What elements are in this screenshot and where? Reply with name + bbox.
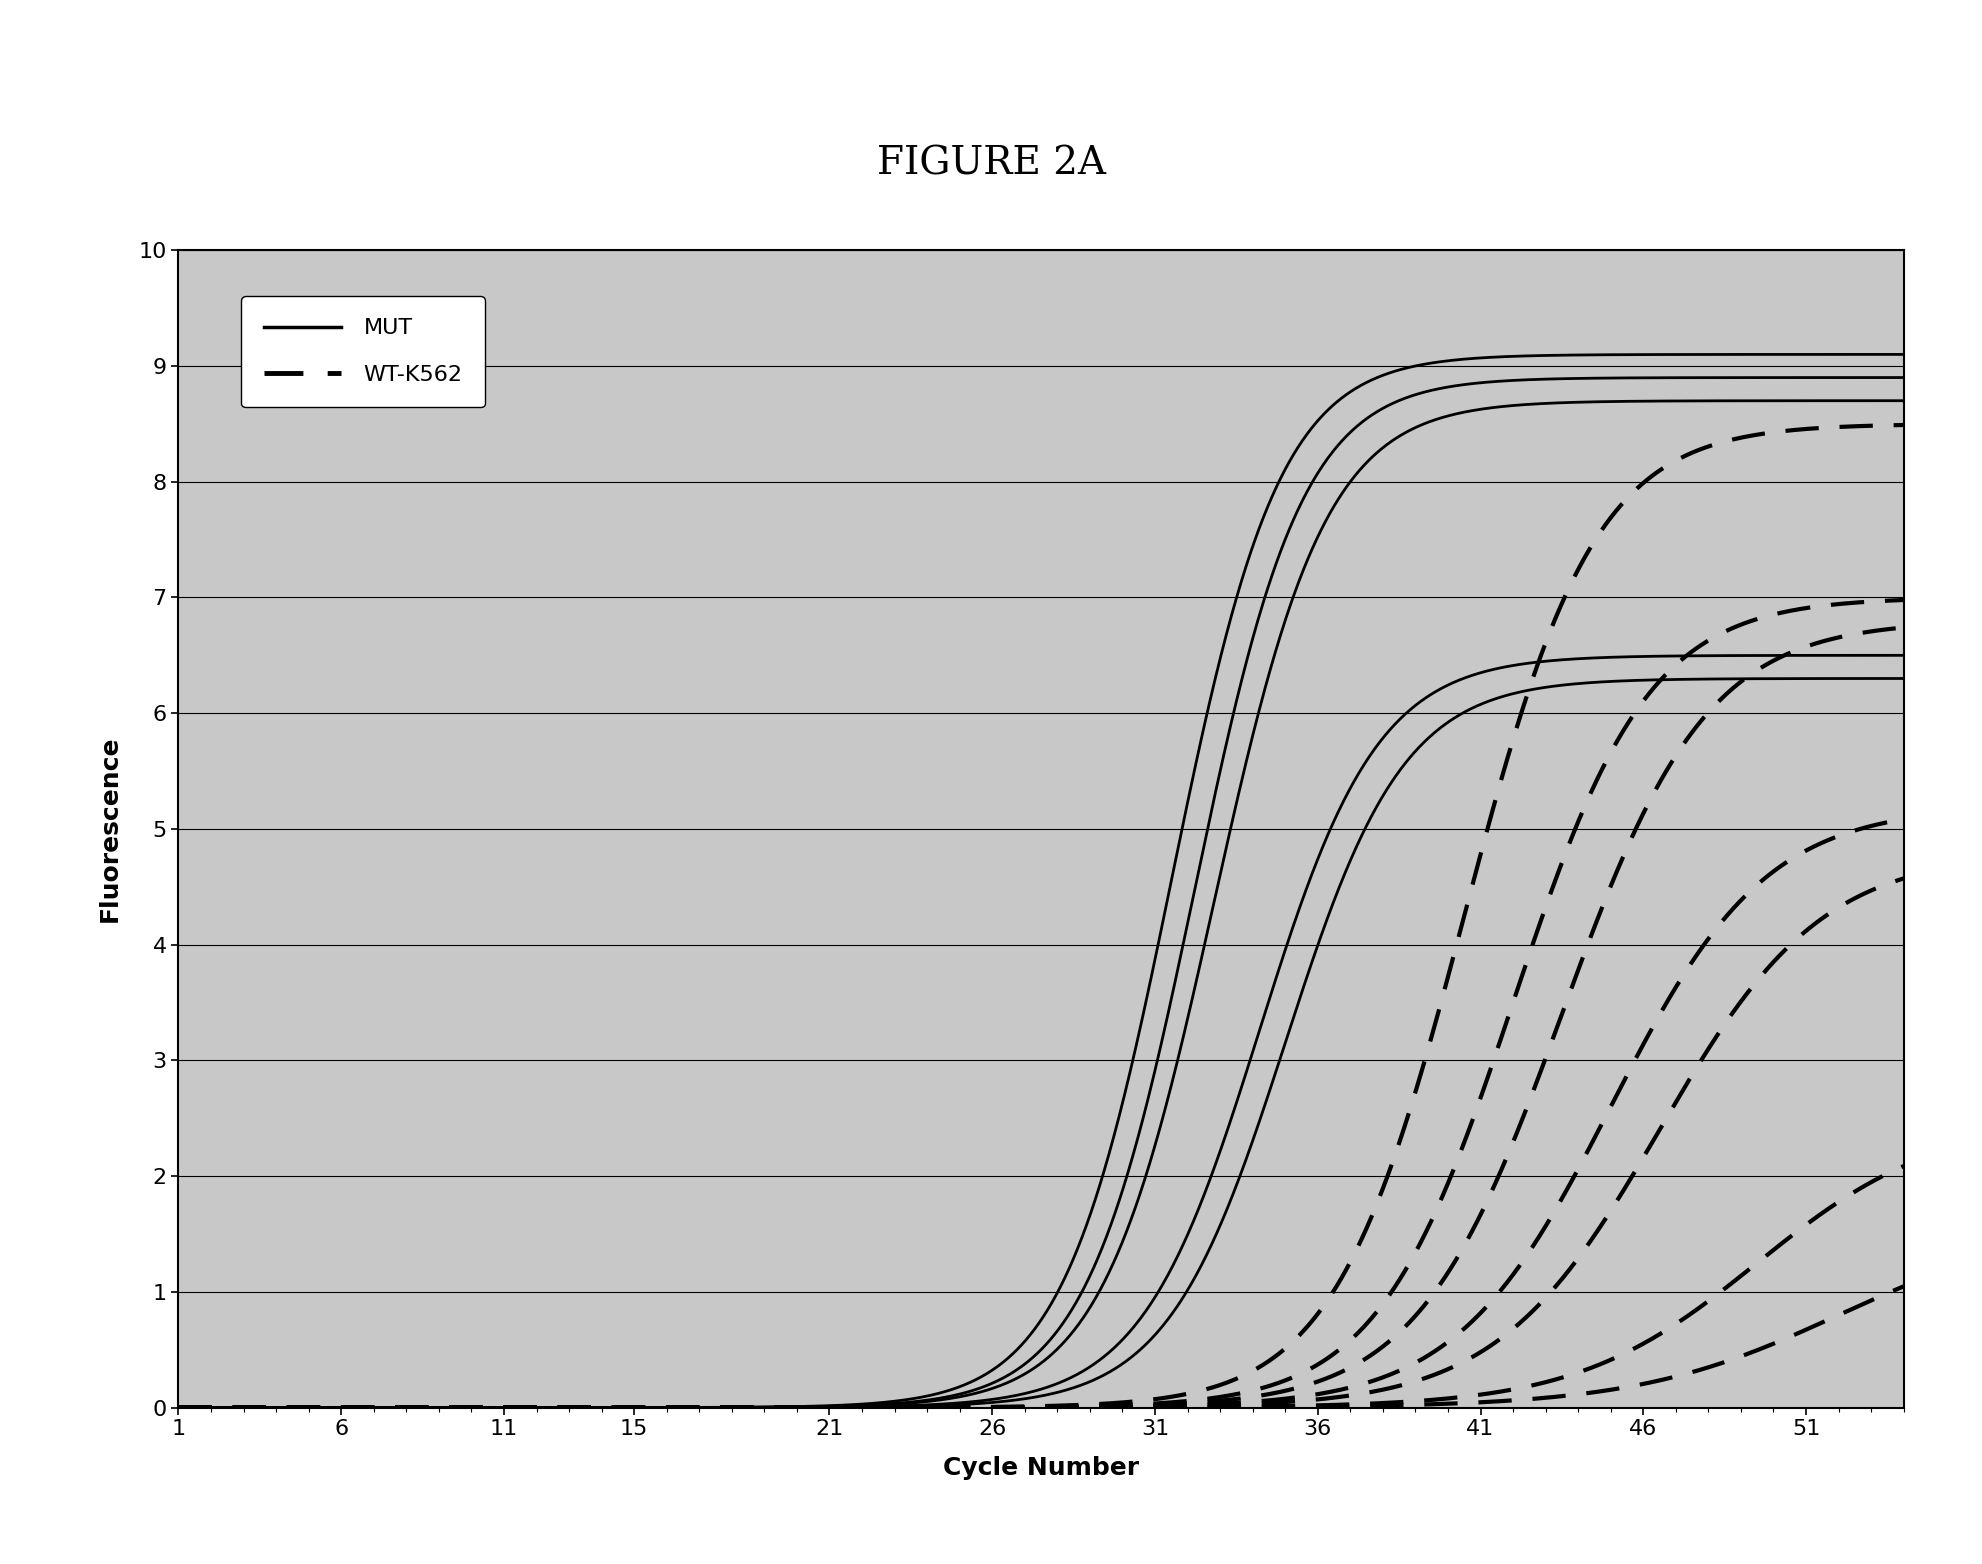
Y-axis label: Fluorescence: Fluorescence <box>97 735 121 923</box>
Legend: MUT, WT-K562: MUT, WT-K562 <box>242 296 484 407</box>
X-axis label: Cycle Number: Cycle Number <box>943 1456 1138 1480</box>
Text: FIGURE 2A: FIGURE 2A <box>876 145 1106 183</box>
